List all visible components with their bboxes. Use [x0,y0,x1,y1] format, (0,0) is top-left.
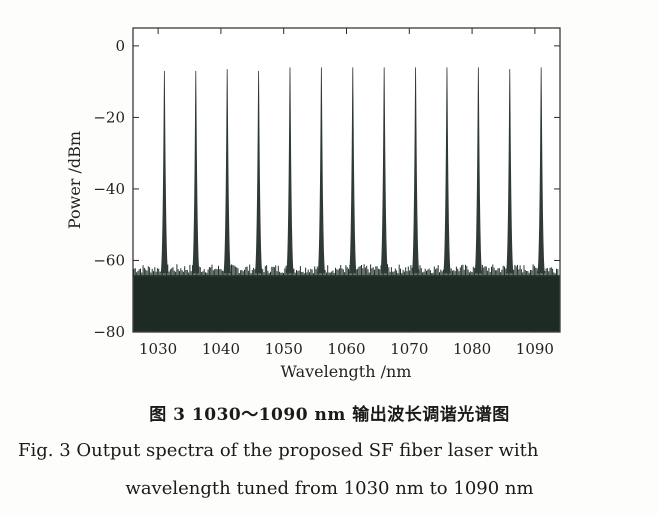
noise-floor-band [133,275,560,332]
spectral-peak [380,67,389,274]
x-tick-label: 1080 [453,340,491,358]
x-tick-label: 1040 [202,340,240,358]
y-axis-label: Power /dBm [65,131,84,229]
figure-caption-english-line1: Fig. 3 Output spectra of the proposed SF… [18,440,539,461]
y-tick-label: −20 [93,108,125,126]
x-tick-label: 1070 [390,340,428,358]
figure-caption-chinese: 图 3 1030～1090 nm 输出波长调谐光谱图 [149,405,510,425]
y-tick-label: −60 [93,251,125,269]
spectral-peak [191,70,200,274]
spectral-peak [286,67,294,274]
spectral-peak [254,70,263,274]
x-tick-label: 1060 [327,340,365,358]
spectrum-chart: 1030 1040 1050 1060 1070 1080 1090 0 −20 −40 −60 −… [65,27,561,381]
x-tick-label: 1030 [139,340,177,358]
spectral-peak [223,69,232,274]
x-axis-ticks: 1030 1040 1050 1060 1070 1080 1090 [139,28,554,358]
x-tick-label: 1050 [265,340,303,358]
spectral-peaks [160,67,546,274]
spectral-peak [537,67,546,274]
spectral-peak [411,67,420,274]
figure-caption-english-line2: wavelength tuned from 1030 nm to 1090 nm [125,478,534,499]
spectral-peak [348,67,357,274]
spectral-peak [317,67,326,274]
spectral-peak [505,69,514,274]
spectral-peak [443,67,451,274]
noise-floor [133,264,560,332]
y-axis-ticks: 0 −20 −40 −60 −80 [93,37,560,341]
y-tick-label: 0 [115,37,125,55]
spectral-peak [474,67,483,274]
x-tick-label: 1090 [516,340,554,358]
spectral-peak [160,70,169,274]
x-axis-label: Wavelength /nm [281,362,412,381]
y-tick-label: −80 [93,323,125,341]
y-tick-label: −40 [93,180,125,198]
